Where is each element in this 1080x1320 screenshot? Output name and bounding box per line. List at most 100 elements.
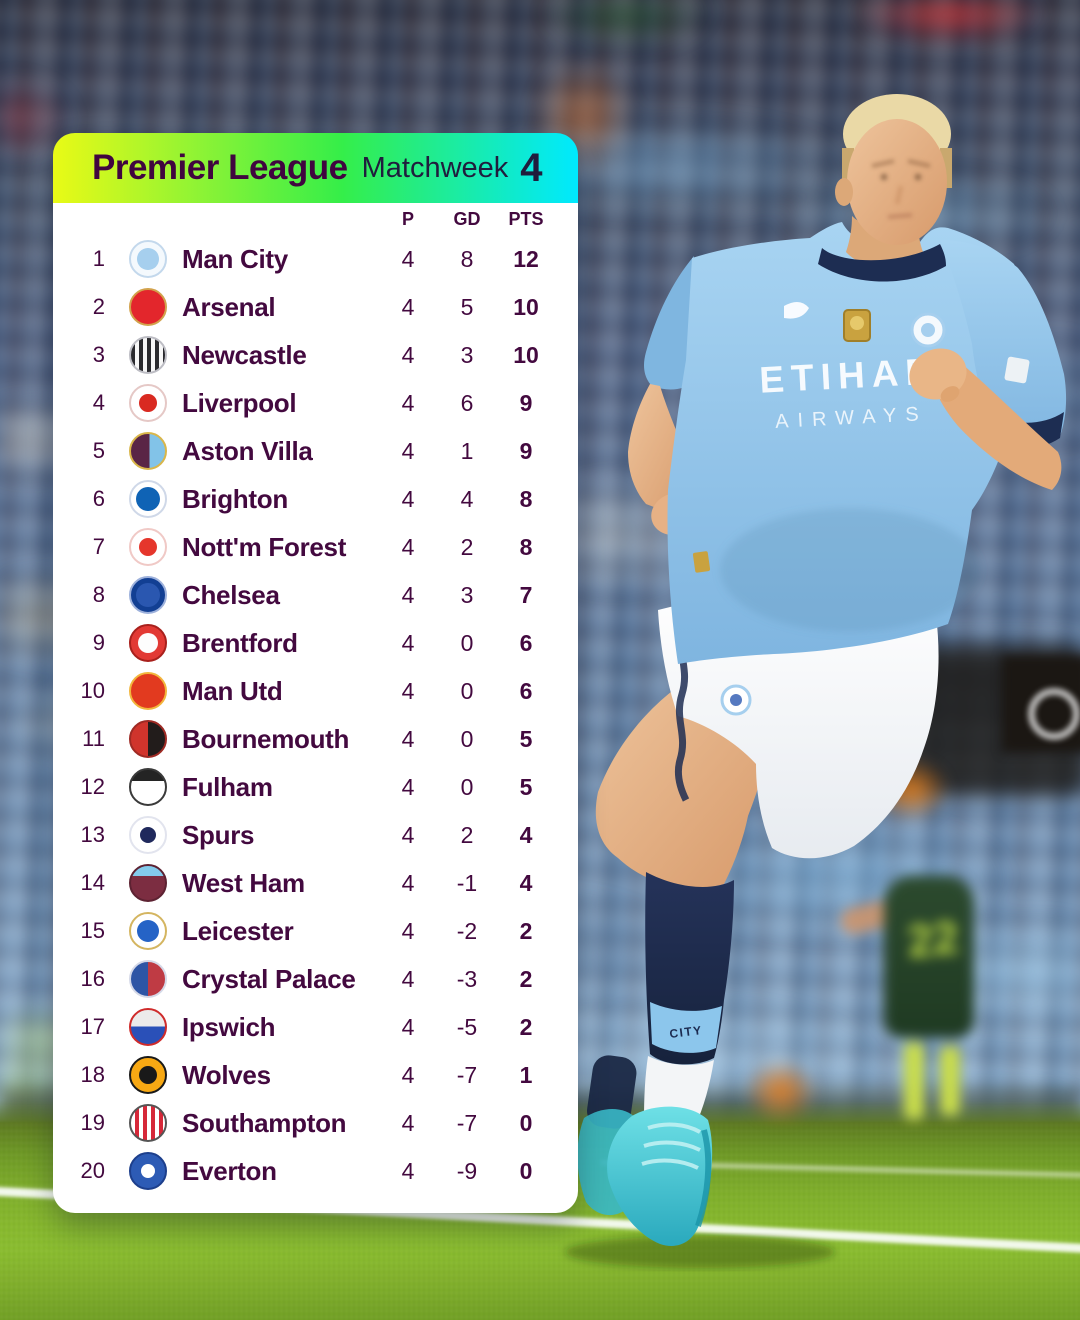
played-value: 4 <box>401 389 415 416</box>
table-row: 13 Spurs 4 2 4 <box>53 811 555 859</box>
column-header-goal-difference: GD <box>453 208 481 229</box>
played-value: 4 <box>401 677 415 704</box>
club-name: Liverpool <box>182 387 297 418</box>
club-crest-cell <box>117 816 179 854</box>
position-number: 7 <box>92 534 105 559</box>
played-value: 4 <box>401 821 415 848</box>
club-name: Crystal Palace <box>182 963 356 994</box>
goal-difference-value: -3 <box>456 965 478 992</box>
table-row: 11 Bournemouth 4 0 5 <box>53 715 555 763</box>
played-value: 4 <box>401 629 415 656</box>
played-value: 4 <box>401 533 415 560</box>
everton-crest <box>129 1152 167 1190</box>
table-row: 1 Man City 4 8 12 <box>53 235 555 283</box>
club-name: Wolves <box>182 1059 271 1090</box>
played-value: 4 <box>401 1157 415 1184</box>
position-number: 5 <box>92 438 105 463</box>
fulham-crest <box>129 768 167 806</box>
spurs-crest-inner <box>139 826 157 844</box>
table-row: 15 Leicester 4 -2 2 <box>53 907 555 955</box>
goal-difference-value: 2 <box>460 533 474 560</box>
goal-difference-value: 0 <box>460 773 474 800</box>
club-crest-cell <box>117 768 179 806</box>
club-crest-cell <box>117 912 179 950</box>
points-value: 4 <box>519 821 533 848</box>
club-crest-cell <box>117 672 179 710</box>
table-row: 5 Aston Villa 4 1 9 <box>53 427 555 475</box>
position-number: 16 <box>80 966 105 991</box>
points-value: 10 <box>513 293 539 320</box>
liverpool-crest-inner <box>139 394 157 412</box>
leicester-crest <box>129 912 167 950</box>
club-crest-cell <box>117 624 179 662</box>
points-value: 10 <box>513 341 539 368</box>
points-value: 0 <box>519 1109 533 1136</box>
table-row: 3 Newcastle 4 3 10 <box>53 331 555 379</box>
goal-difference-value: -9 <box>456 1157 478 1184</box>
table-row: 9 Brentford 4 0 6 <box>53 619 555 667</box>
crystal-palace-crest <box>129 960 167 998</box>
goal-difference-value: 0 <box>460 725 474 752</box>
club-name: Aston Villa <box>182 435 313 466</box>
goal-difference-value: 2 <box>460 821 474 848</box>
club-name: Chelsea <box>182 579 280 610</box>
newcastle-crest <box>129 336 167 374</box>
played-value: 4 <box>401 869 415 896</box>
man-city-crest-inner <box>137 248 159 270</box>
position-number: 14 <box>80 870 105 895</box>
orange-glow <box>872 758 950 822</box>
points-value: 2 <box>519 917 533 944</box>
table-row: 12 Fulham 4 0 5 <box>53 763 555 811</box>
goal-difference-value: -2 <box>456 917 478 944</box>
table-row: 7 Nott'm Forest 4 2 8 <box>53 523 555 571</box>
aston-villa-crest <box>129 432 167 470</box>
spurs-crest <box>129 816 167 854</box>
club-name: Man City <box>182 243 288 274</box>
standings-table: P GD PTS 1 Man City 4 8 12 2 Arsenal 4 5 10 3 Newca… <box>53 203 578 1213</box>
man-city-crest <box>129 240 167 278</box>
position-number: 4 <box>92 390 105 415</box>
column-header-played: P <box>401 208 414 229</box>
played-value: 4 <box>401 1109 415 1136</box>
position-number: 10 <box>80 678 105 703</box>
nottm-forest-crest-inner <box>138 537 158 557</box>
man-utd-crest <box>129 672 167 710</box>
everton-crest-inner <box>140 1163 156 1179</box>
wolves-crest <box>129 1056 167 1094</box>
table-row: 14 West Ham 4 -1 4 <box>53 859 555 907</box>
club-name: Everton <box>182 1155 277 1186</box>
goal-difference-value: 0 <box>460 629 474 656</box>
chelsea-crest <box>129 576 167 614</box>
ipswich-crest <box>129 1008 167 1046</box>
goal-difference-value: -5 <box>456 1013 478 1040</box>
points-value: 1 <box>519 1061 533 1088</box>
club-crest-cell <box>117 864 179 902</box>
points-value: 8 <box>519 533 533 560</box>
goal-difference-value: 8 <box>460 245 474 272</box>
points-value: 7 <box>519 581 533 608</box>
points-value: 12 <box>513 245 539 272</box>
points-value: 0 <box>519 1157 533 1184</box>
matchweek-number: 4 <box>520 145 543 190</box>
position-number: 17 <box>80 1014 105 1039</box>
table-rows: 1 Man City 4 8 12 2 Arsenal 4 5 10 3 Newcastle 4 3 10 4… <box>53 235 555 1195</box>
played-value: 4 <box>401 581 415 608</box>
goal-difference-value: -7 <box>456 1109 478 1136</box>
position-number: 9 <box>92 630 105 655</box>
club-name: Spurs <box>182 819 255 850</box>
club-crest-cell <box>117 1152 179 1190</box>
club-name: Brighton <box>182 483 288 514</box>
club-crest-cell <box>117 1008 179 1046</box>
background-player-leg <box>904 1042 924 1120</box>
club-name: Nott'm Forest <box>182 531 347 562</box>
club-crest-cell <box>117 1104 179 1142</box>
position-number: 6 <box>92 486 105 511</box>
points-value: 6 <box>519 629 533 656</box>
played-value: 4 <box>401 773 415 800</box>
hoarding-ring <box>1028 688 1080 740</box>
matchweek-label: Matchweek <box>361 151 509 184</box>
brighton-crest <box>129 480 167 518</box>
table-row: 19 Southampton 4 -7 0 <box>53 1099 555 1147</box>
club-crest-cell <box>117 432 179 470</box>
